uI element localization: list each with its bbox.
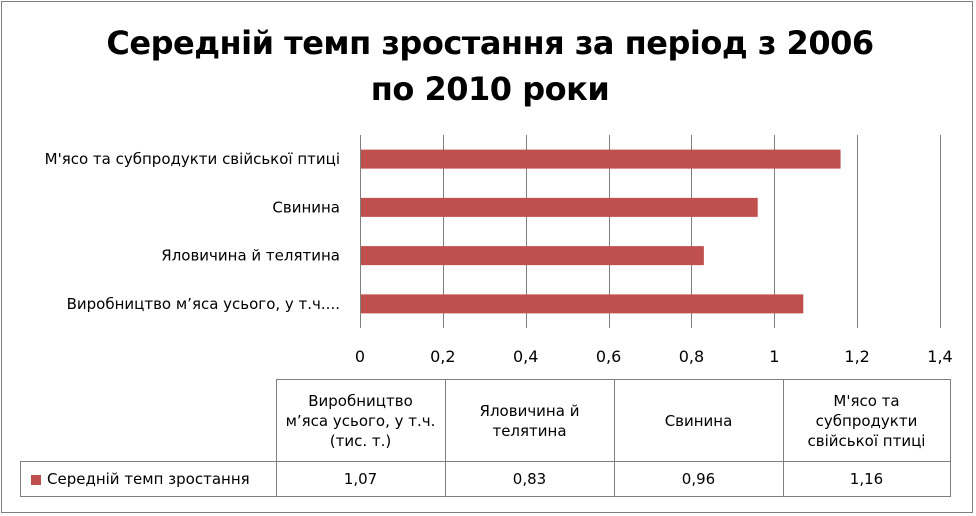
x-tick-label: 0,8: [679, 347, 704, 366]
category-label: Яловичина й телятина: [161, 247, 340, 265]
data-table-header-cell: Свинина: [613, 379, 784, 462]
header-line: телятина: [492, 421, 567, 440]
data-table-value-cell: 1,16: [782, 461, 951, 497]
data-table-value-cell: 1,07: [275, 461, 446, 497]
bar: [361, 149, 841, 169]
category-label: Свинина: [272, 198, 340, 216]
data-table: Виробництво м’яса усього, у т.ч. (тис. т…: [20, 379, 951, 497]
bar: [361, 197, 758, 217]
bar: [361, 294, 804, 314]
header-line: (тис. т.): [329, 431, 392, 450]
x-tick-label: 0,2: [430, 347, 455, 366]
data-table-value-cell: 0,83: [444, 461, 615, 497]
header-line: Свинина: [664, 411, 733, 430]
x-tick-label: 1,4: [927, 347, 952, 366]
header-line: Виробництво: [308, 391, 413, 410]
x-tick-label: 0: [355, 347, 365, 366]
x-tick-label: 1,2: [844, 347, 869, 366]
data-table-header-cell: Виробництво м’яса усього, у т.ч. (тис. т…: [275, 379, 446, 462]
category-label: Виробництво м’яса усього, у т.ч....: [67, 295, 340, 313]
header-line: М'ясо та: [833, 391, 900, 410]
legend-swatch-icon: [31, 474, 41, 485]
header-line: свійської птиці: [807, 431, 926, 450]
data-table-header-row: Виробництво м’яса усього, у т.ч. (тис. т…: [20, 379, 951, 462]
chart-title: Середній темп зростання за період з 2006…: [106, 24, 874, 108]
header-line: м’яса усього, у т.ч.: [285, 411, 436, 430]
x-tick-label: 1: [769, 347, 779, 366]
bar: [361, 246, 704, 266]
data-table-header-cell: Яловичина й телятина: [444, 379, 615, 462]
header-line: субпродукти: [815, 411, 918, 430]
data-table-header-cell: М'ясо та субпродукти свійської птиці: [782, 379, 951, 462]
header-line: Яловичина й: [479, 401, 580, 420]
data-table-value-cell: 0,96: [613, 461, 784, 497]
data-table-corner: [20, 379, 277, 462]
data-table-value-row: Середній темп зростання 1,07 0,83 0,96 1…: [20, 461, 951, 497]
legend-label: Середній темп зростання: [47, 470, 250, 488]
category-label: М'ясо та субпродукти свійської птиці: [45, 150, 340, 168]
x-tick-label: 0,4: [513, 347, 538, 366]
legend-entry: Середній темп зростання: [20, 461, 277, 497]
x-tick-label: 0,6: [596, 347, 621, 366]
